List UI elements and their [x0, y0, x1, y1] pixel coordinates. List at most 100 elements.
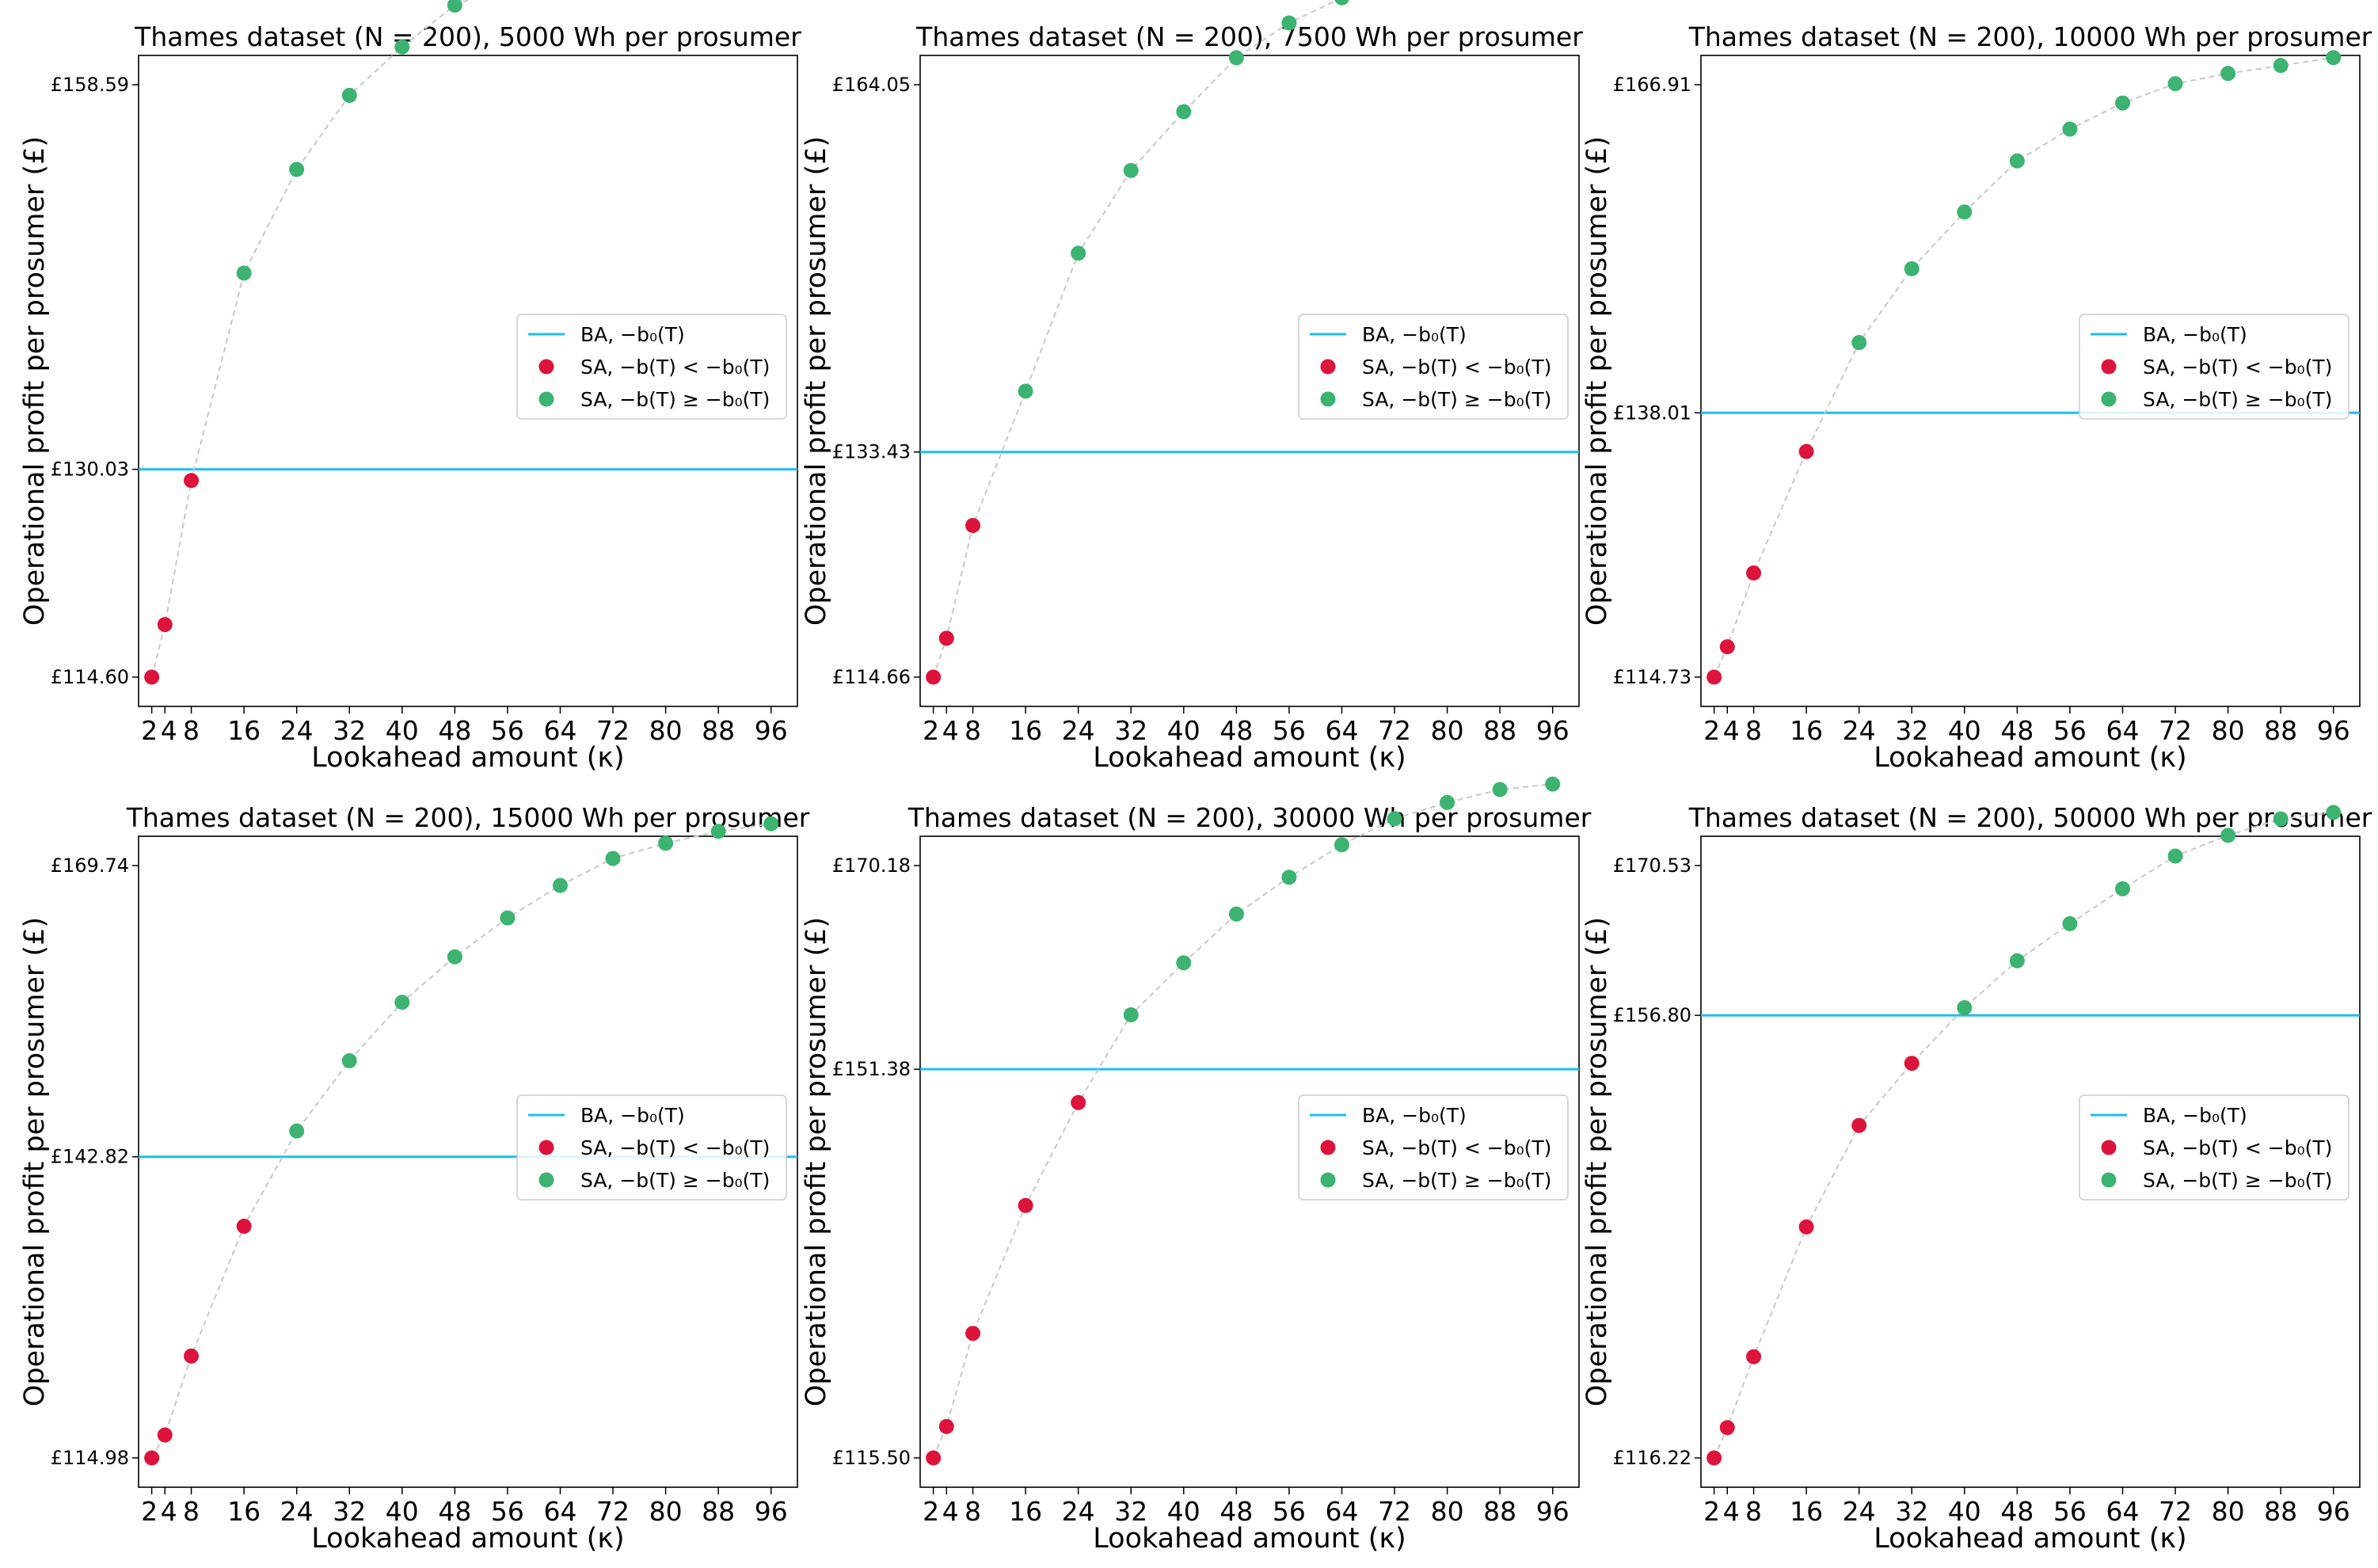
legend-sa-above-marker [538, 391, 554, 407]
legend-sa-above-label: SA, −b(T) ≥ −b₀(T) [1362, 388, 1551, 411]
y-tick-label: £116.22 [1613, 1447, 1691, 1469]
panel-4: Thames dataset (N = 200), 15000 Wh per p… [19, 802, 810, 1555]
legend-sa-above-label: SA, −b(T) ≥ −b₀(T) [1362, 1169, 1551, 1192]
point-sa-above [2062, 915, 2078, 931]
x-tick-label: 2 [923, 715, 939, 746]
x-tick-label: 96 [755, 1496, 788, 1527]
legend-box [1298, 1094, 1569, 1201]
legend-sa-below-marker [1320, 1140, 1336, 1155]
legend-ba-label: BA, −b₀(T) [2143, 1104, 2247, 1127]
x-tick-label: 4 [1723, 1496, 1740, 1527]
panel-1: Thames dataset (N = 200), 5000 Wh per pr… [19, 0, 801, 774]
x-tick-label: 2 [1703, 1496, 1720, 1527]
point-sa-above [763, 816, 779, 832]
point-sa-above [1387, 811, 1402, 827]
point-sa-above [289, 1123, 305, 1139]
x-tick-label: 48 [438, 715, 471, 746]
legend-sa-above-label: SA, −b(T) ≥ −b₀(T) [2143, 388, 2332, 411]
legend-sa-below-label: SA, −b(T) < −b₀(T) [580, 356, 770, 379]
point-sa-above [394, 995, 410, 1010]
x-tick-label: 80 [2212, 1496, 2245, 1527]
point-sa-above [1123, 162, 1139, 178]
point-sa-above [1176, 955, 1192, 971]
x-tick-label: 64 [1325, 1496, 1358, 1527]
point-sa-above [658, 835, 674, 851]
plot-frame [138, 835, 798, 1488]
point-sa-above [1545, 776, 1561, 792]
x-tick-label: 8 [1745, 715, 1762, 746]
point-sa-above [1334, 0, 1349, 6]
point-sa-below [144, 1450, 160, 1466]
point-sa-above [1281, 870, 1297, 885]
point-sa-above [1334, 837, 1349, 853]
y-axis-label: Operational profit per prosumer (£) [19, 917, 51, 1406]
legend-box [516, 314, 787, 420]
legend-box [2079, 314, 2349, 420]
point-sa-below [926, 1450, 942, 1466]
x-axis-label: Lookahead amount (κ) [1093, 1523, 1406, 1555]
x-axis-label: Lookahead amount (κ) [311, 1523, 624, 1555]
legend-ba-label: BA, −b₀(T) [580, 323, 685, 346]
x-tick-label: 40 [1948, 1496, 1981, 1527]
x-tick-label: 64 [2106, 1496, 2139, 1527]
point-sa-above [1851, 335, 1867, 351]
point-sa-above [1957, 204, 1973, 220]
x-tick-label: 72 [2159, 715, 2192, 746]
x-tick-label: 96 [1536, 715, 1569, 746]
x-tick-label: 88 [702, 715, 735, 746]
legend: BA, −b₀(T) SA, −b(T) < −b₀(T) SA, −b(T) ≥ … [1298, 1094, 1569, 1201]
point-sa-above [710, 824, 726, 839]
point-sa-above [341, 1052, 357, 1068]
connector-line [1713, 811, 2334, 1459]
legend-sa-above-label: SA, −b(T) ≥ −b₀(T) [580, 1169, 770, 1192]
legend: BA, −b₀(T) SA, −b(T) < −b₀(T) SA, −b(T) ≥ … [1298, 314, 1569, 420]
x-tick-label: 88 [1483, 1496, 1516, 1527]
x-tick-label: 88 [2264, 715, 2297, 746]
panel-title: Thames dataset (N = 200), 50000 Wh per p… [1688, 802, 2372, 833]
x-tick-label: 56 [1273, 1496, 1306, 1527]
legend-sa-above-label: SA, −b(T) ≥ −b₀(T) [580, 388, 770, 411]
panel-title: Thames dataset (N = 200), 30000 Wh per p… [907, 802, 1592, 833]
y-tick-label: £114.60 [51, 666, 129, 688]
y-axis-label: Operational profit per prosumer (£) [19, 136, 51, 626]
y-tick-label: £114.98 [51, 1447, 129, 1469]
point-sa-above [2009, 953, 2025, 969]
x-tick-label: 72 [2159, 1496, 2192, 1527]
x-tick-label: 40 [386, 715, 419, 746]
x-axis-label: Lookahead amount (κ) [311, 742, 624, 774]
x-tick-label: 96 [2317, 1496, 2350, 1527]
point-sa-below [1904, 1056, 1920, 1071]
y-tick-label: £142.82 [51, 1146, 129, 1168]
point-sa-above [236, 265, 252, 281]
point-sa-below [938, 630, 954, 646]
legend-box [2079, 1094, 2349, 1201]
legend-ba-label: BA, −b₀(T) [580, 1104, 685, 1127]
legend-sa-above-marker [2101, 391, 2117, 407]
legend-sa-below-marker [538, 359, 554, 375]
x-tick-label: 48 [1219, 1496, 1253, 1527]
x-tick-label: 88 [2264, 1496, 2297, 1527]
legend-box [1298, 314, 1569, 420]
point-sa-above [2220, 828, 2236, 843]
point-sa-above [1904, 261, 1920, 276]
x-tick-label: 40 [386, 1496, 419, 1527]
legend-sa-below-label: SA, −b(T) < −b₀(T) [2143, 356, 2332, 379]
x-tick-label: 80 [1431, 1496, 1464, 1527]
point-sa-above [2326, 805, 2342, 820]
point-sa-above [2220, 66, 2236, 82]
legend-sa-below-label: SA, −b(T) < −b₀(T) [1362, 1136, 1551, 1159]
y-tick-label: £138.01 [1613, 402, 1691, 424]
x-tick-label: 32 [1114, 715, 1147, 746]
x-tick-label: 2 [923, 1496, 939, 1527]
point-sa-above [1228, 50, 1244, 66]
legend-sa-above-marker [1320, 391, 1336, 407]
connector-line [1713, 56, 2334, 678]
y-tick-label: £166.91 [1613, 74, 1691, 96]
legend-ba-label: BA, −b₀(T) [2143, 323, 2247, 346]
x-tick-label: 24 [280, 715, 314, 746]
x-tick-label: 64 [543, 715, 576, 746]
legend-sa-below-label: SA, −b(T) < −b₀(T) [1362, 356, 1551, 379]
legend-ba-label: BA, −b₀(T) [1362, 323, 1467, 346]
